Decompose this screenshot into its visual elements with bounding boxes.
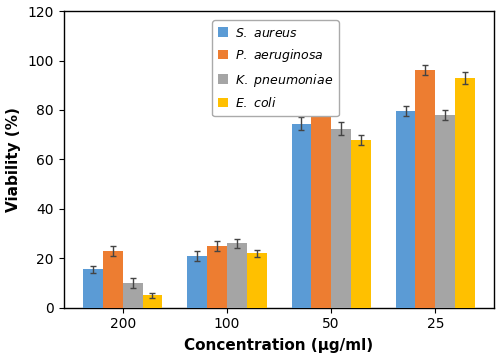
Bar [331,129,351,308]
Bar [455,78,475,308]
Legend: $\mathbf{\mathit{S.\ aureus}}$, $\mathbf{\mathit{P.\ aeruginosa}}$, $\mathbf{\ma: $\mathbf{\mathit{S.\ aureus}}$, $\mathbf… [212,20,339,116]
X-axis label: Concentration (μg/ml): Concentration (μg/ml) [184,339,374,354]
Bar [142,295,163,308]
Bar [83,270,103,308]
Bar [292,123,312,308]
Bar [188,256,207,308]
Bar [351,140,370,308]
Bar [436,115,455,308]
Y-axis label: Viability (%): Viability (%) [6,107,20,212]
Bar [207,246,227,308]
Bar [312,109,331,308]
Bar [396,111,415,308]
Bar [246,253,266,308]
Bar [416,70,436,308]
Bar [103,251,123,308]
Bar [227,243,246,308]
Bar [123,283,142,308]
